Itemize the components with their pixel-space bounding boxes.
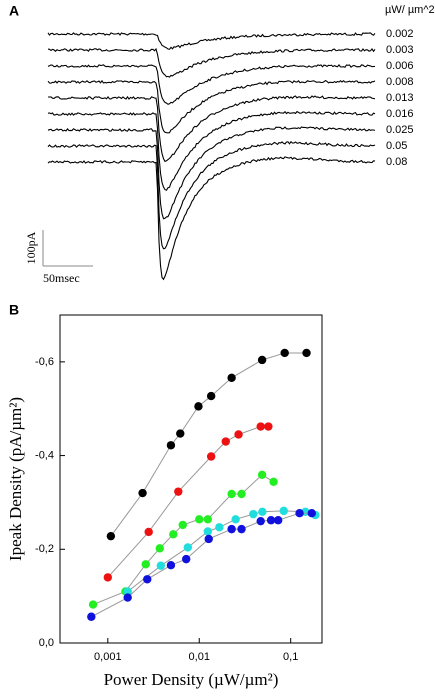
intensity-label: 0.025 bbox=[386, 124, 414, 136]
unit-label: µW/ µm^2 bbox=[385, 4, 435, 16]
scale-time: 50msec bbox=[43, 271, 80, 285]
data-point bbox=[194, 402, 203, 411]
data-point bbox=[195, 515, 204, 524]
trace bbox=[47, 156, 376, 281]
data-point bbox=[206, 452, 216, 461]
data-point bbox=[176, 429, 185, 438]
data-point bbox=[237, 524, 246, 534]
data-point bbox=[106, 531, 116, 541]
data-point bbox=[249, 509, 258, 519]
traces bbox=[47, 32, 376, 281]
data-point bbox=[144, 527, 153, 537]
data-point bbox=[307, 509, 316, 518]
data-point bbox=[302, 348, 311, 358]
data-point bbox=[257, 355, 267, 365]
data-point bbox=[204, 534, 213, 544]
intensity-label: 0.006 bbox=[386, 60, 414, 72]
data-point bbox=[257, 470, 267, 479]
data-point bbox=[138, 488, 147, 498]
data-point bbox=[221, 437, 230, 446]
data-point bbox=[227, 489, 236, 499]
data-point bbox=[256, 422, 265, 431]
panel-label: A bbox=[9, 3, 19, 19]
intensity-label: 0.016 bbox=[386, 108, 414, 120]
data-point bbox=[231, 515, 240, 524]
intensity-label: 0.003 bbox=[386, 44, 414, 56]
y-tick-label: -0,6 bbox=[35, 356, 54, 368]
trace bbox=[47, 140, 376, 250]
data-point bbox=[203, 527, 212, 536]
data-point bbox=[169, 530, 178, 539]
fit-line bbox=[91, 512, 312, 618]
fit-line bbox=[107, 426, 269, 578]
x-tick-label: 0,1 bbox=[283, 651, 298, 663]
trace bbox=[47, 47, 376, 78]
data-point bbox=[215, 523, 224, 532]
data-point bbox=[237, 489, 246, 499]
y-tick-label: 0,0 bbox=[39, 637, 54, 649]
data-point bbox=[183, 543, 193, 552]
data-point bbox=[155, 544, 164, 553]
intensity-label: 0.05 bbox=[386, 140, 407, 152]
data-point bbox=[141, 560, 150, 569]
data-point bbox=[166, 441, 176, 450]
data-point bbox=[256, 516, 265, 526]
trace bbox=[47, 110, 376, 191]
y-tick-label: -0,4 bbox=[35, 449, 54, 461]
data-point bbox=[174, 487, 183, 496]
data-point bbox=[279, 506, 288, 516]
trace bbox=[47, 32, 376, 50]
data-point bbox=[166, 561, 176, 570]
fit-line bbox=[110, 352, 307, 537]
intensity-label: 0.002 bbox=[386, 28, 414, 40]
data-point bbox=[206, 391, 216, 401]
data-point bbox=[273, 516, 283, 525]
data-point bbox=[203, 515, 212, 524]
x-tick-label: 0,01 bbox=[189, 651, 210, 663]
x-tick-label: 0,001 bbox=[94, 651, 122, 663]
data-point bbox=[227, 373, 236, 382]
intensity-label: 0.008 bbox=[386, 76, 414, 88]
intensity-label: 0.013 bbox=[386, 92, 414, 104]
fit-line bbox=[92, 474, 274, 606]
data-point bbox=[143, 575, 152, 584]
intensity-label: 0.08 bbox=[386, 156, 407, 168]
data-point bbox=[156, 561, 166, 570]
data-point bbox=[182, 554, 191, 564]
data-point bbox=[123, 593, 132, 602]
panel-label: B bbox=[9, 302, 19, 318]
data-point bbox=[178, 520, 187, 530]
y-axis-label: Ipeak Density (pA/µm²) bbox=[6, 397, 25, 561]
data-point bbox=[258, 507, 267, 516]
data-point bbox=[264, 422, 273, 431]
data-point bbox=[88, 600, 98, 609]
data-point bbox=[266, 516, 276, 525]
trace bbox=[48, 95, 376, 163]
data-point bbox=[87, 612, 96, 621]
data-point bbox=[103, 573, 113, 582]
trace bbox=[47, 126, 376, 220]
plot-frame bbox=[59, 314, 323, 644]
data-point bbox=[234, 430, 243, 439]
data-point bbox=[227, 524, 236, 534]
data-point bbox=[295, 509, 304, 518]
trace bbox=[47, 64, 376, 105]
data-point bbox=[280, 348, 289, 358]
y-tick-label: -0,2 bbox=[35, 543, 54, 555]
x-axis-label: Power Density (µW/µm²) bbox=[104, 670, 279, 689]
data-point bbox=[269, 477, 278, 487]
scale-current: 100pA bbox=[24, 231, 38, 264]
trace bbox=[47, 79, 376, 134]
data-point bbox=[123, 587, 132, 596]
